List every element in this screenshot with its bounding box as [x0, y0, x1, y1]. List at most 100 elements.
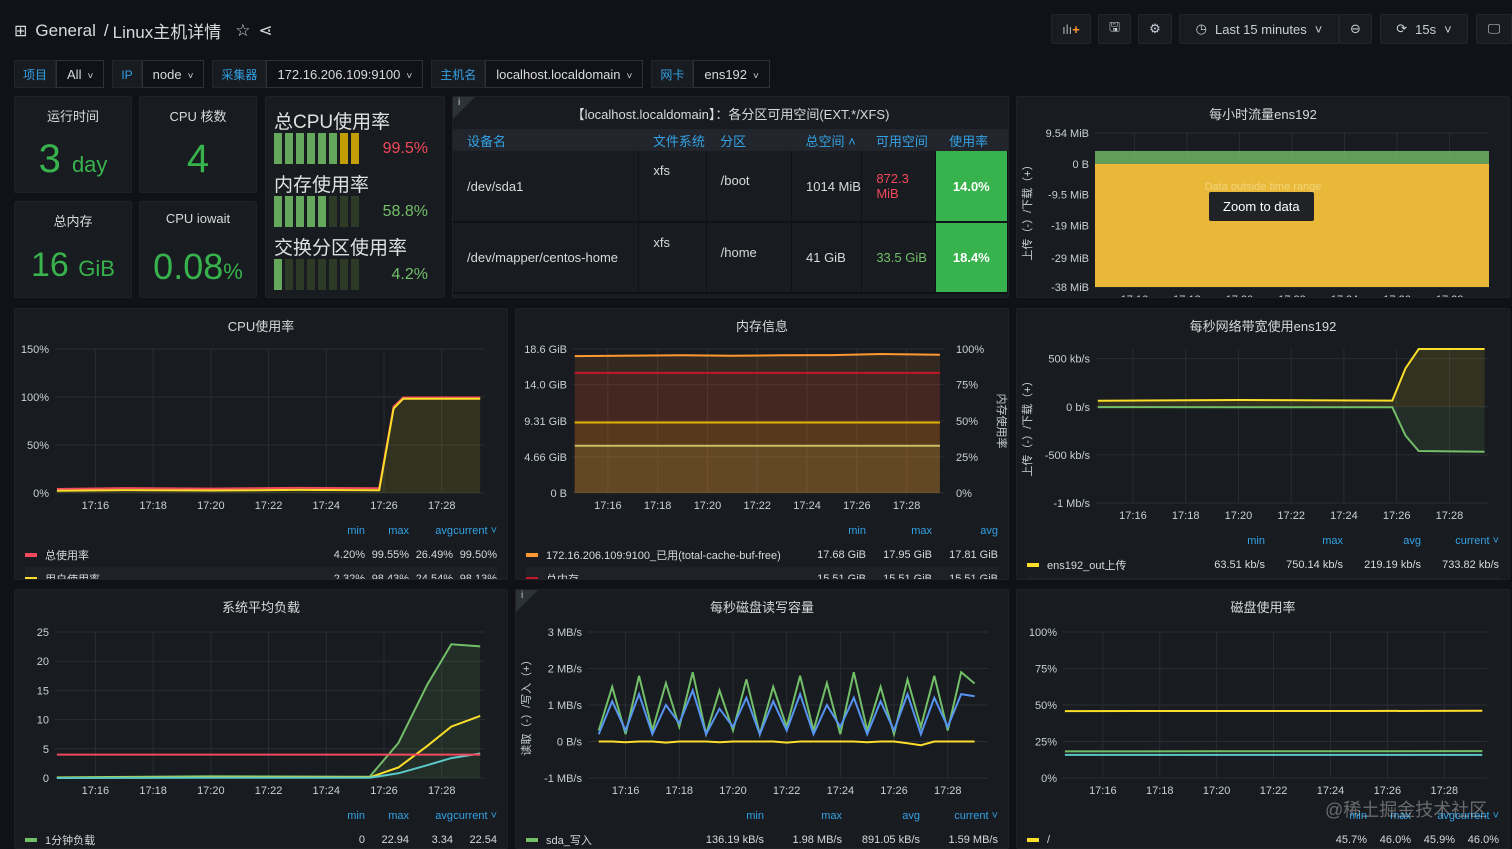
legend-name: 总使用率	[45, 547, 89, 563]
legend-sort-0[interactable]: min	[321, 810, 365, 822]
legend-value: 733.82 kb/s	[1421, 559, 1499, 571]
gauge-segment	[318, 133, 326, 164]
variable-select[interactable]: All˅	[56, 60, 104, 88]
y-tick-label: 14.0 GiB	[524, 380, 567, 392]
legend-sort-0[interactable]: min	[321, 525, 365, 537]
legend-item[interactable]: /45.7%46.0%45.9%46.0%	[1027, 828, 1499, 849]
dashboards-grid-icon[interactable]: ⊞	[14, 21, 27, 41]
gauge-value: 99.5%	[383, 140, 428, 158]
gauge-segment	[340, 259, 348, 290]
y-tick-label: 50%	[27, 440, 49, 452]
legend-swatch	[526, 577, 538, 580]
variable-select[interactable]: localhost.localdomain˅	[485, 60, 643, 88]
x-tick-label: 17:18	[1172, 510, 1200, 522]
cell-total: 1014 MiB	[792, 151, 862, 222]
y-tick-label: 3 MB/s	[548, 627, 583, 639]
legend-name: sda_写入	[546, 832, 592, 848]
x-tick-label: 17:22	[1260, 785, 1288, 797]
y-tick-label: 100%	[21, 392, 49, 404]
x-tick-label: 17:22	[255, 785, 283, 797]
refresh-picker[interactable]: ⟳15s˅	[1380, 14, 1468, 44]
stat-value: 0.08%	[140, 246, 256, 288]
zoom-out-button[interactable]: ⊖	[1339, 14, 1372, 44]
share-icon[interactable]: ⋖	[259, 21, 273, 41]
variable-select[interactable]: 172.16.206.109:9100 ˅	[266, 60, 423, 88]
column-header[interactable]: 使用率	[935, 129, 1007, 151]
legend-sort-0[interactable]: min	[800, 525, 866, 537]
y-tick-label: 2 MB/s	[548, 664, 583, 676]
legend-sort-2[interactable]: avg	[409, 525, 453, 537]
column-header[interactable]: 设备名	[453, 129, 639, 151]
legend-sort-1[interactable]: max	[1265, 535, 1343, 547]
legend-value: 4.20%	[321, 549, 365, 561]
save-button[interactable]: 🖫	[1098, 14, 1131, 44]
legend-item[interactable]: ens192_in下载3.73 kb/s473.23 kb/s109.79 kb…	[1027, 577, 1499, 580]
variable-value: 172.16.206.109:9100	[277, 67, 400, 82]
variable-select[interactable]: node˅	[142, 60, 205, 88]
zoom-to-data-button[interactable]: Zoom to data	[1209, 192, 1314, 221]
dashboard-title[interactable]: Linux主机详情	[113, 18, 222, 43]
legend-sort-2[interactable]: avg	[842, 810, 920, 822]
legend-sort-2[interactable]: avg	[409, 810, 453, 822]
time-picker[interactable]: ◷Last 15 minutes˅	[1179, 14, 1339, 44]
legend-sort-3[interactable]: current ˅	[453, 810, 497, 822]
variable-select[interactable]: ens192˅	[693, 60, 770, 88]
x-tick-label: 17:22	[1277, 510, 1305, 522]
legend-swatch	[25, 838, 37, 842]
legend-value: 891.05 kB/s	[842, 834, 920, 846]
legend-value: 750.14 kb/s	[1265, 559, 1343, 571]
panel-title: 每秒网络带宽使用ens192	[1017, 316, 1509, 335]
settings-button[interactable]: ⚙	[1138, 14, 1172, 44]
chevron-down-icon: ˅	[406, 71, 412, 82]
stat-value: 3 day	[15, 137, 131, 182]
legend-value: 46.0%	[1455, 834, 1499, 846]
stat-value: 4	[140, 137, 256, 182]
legend-sort-0[interactable]: min	[1187, 535, 1265, 547]
y-tick-label: 9.31 GiB	[524, 416, 567, 428]
column-header[interactable]: 可用空间	[862, 129, 935, 151]
legend-sort-1[interactable]: max	[365, 525, 409, 537]
variable-label: 采集器	[212, 60, 266, 88]
x-tick-label: 17:20	[197, 785, 225, 797]
traffic-area-in	[1095, 151, 1489, 164]
legend-sort-1[interactable]: max	[764, 810, 842, 822]
x-tick-label: 17:20	[719, 785, 747, 797]
legend-sort-3[interactable]: current ˅	[1421, 535, 1499, 547]
x-tick-label: 17:16	[612, 785, 640, 797]
column-header[interactable]: 分区	[706, 129, 791, 151]
add-panel-button[interactable]: ılı+	[1051, 14, 1091, 44]
variable-value: localhost.localdomain	[496, 67, 620, 82]
breadcrumb-folder[interactable]: General	[35, 21, 95, 41]
legend-sort-1[interactable]: max	[866, 525, 932, 537]
legend-sort-0[interactable]: min	[686, 810, 764, 822]
panel-title: CPU iowait	[140, 211, 256, 226]
tv-mode-button[interactable]: 🖵	[1476, 14, 1512, 44]
y-tick-label: -1 Mb/s	[1053, 498, 1090, 510]
cell-fs: xfs	[639, 151, 706, 222]
legend-sort-2[interactable]: avg	[932, 525, 998, 537]
column-header[interactable]: 总空间 ˄	[792, 129, 862, 151]
legend-sort-3[interactable]: current ˅	[453, 525, 497, 537]
star-icon[interactable]: ☆	[235, 21, 250, 41]
legend-sort-3[interactable]: current ˅	[920, 810, 998, 822]
legend-item[interactable]: 172.16.206.109:9100_已用(total-cache-buf-f…	[526, 543, 998, 567]
refresh-icon: ⟳	[1396, 21, 1407, 37]
top-nav: ⊞ General / Linux主机详情 ☆ ⋖ ılı+ 🖫 ⚙ ◷Last…	[0, 0, 1512, 58]
column-header[interactable]: 文件系统	[639, 129, 706, 151]
legend-sort-1[interactable]: max	[365, 810, 409, 822]
legend-sort-2[interactable]: avg	[1343, 535, 1421, 547]
panel-title: 总内存	[15, 211, 131, 230]
